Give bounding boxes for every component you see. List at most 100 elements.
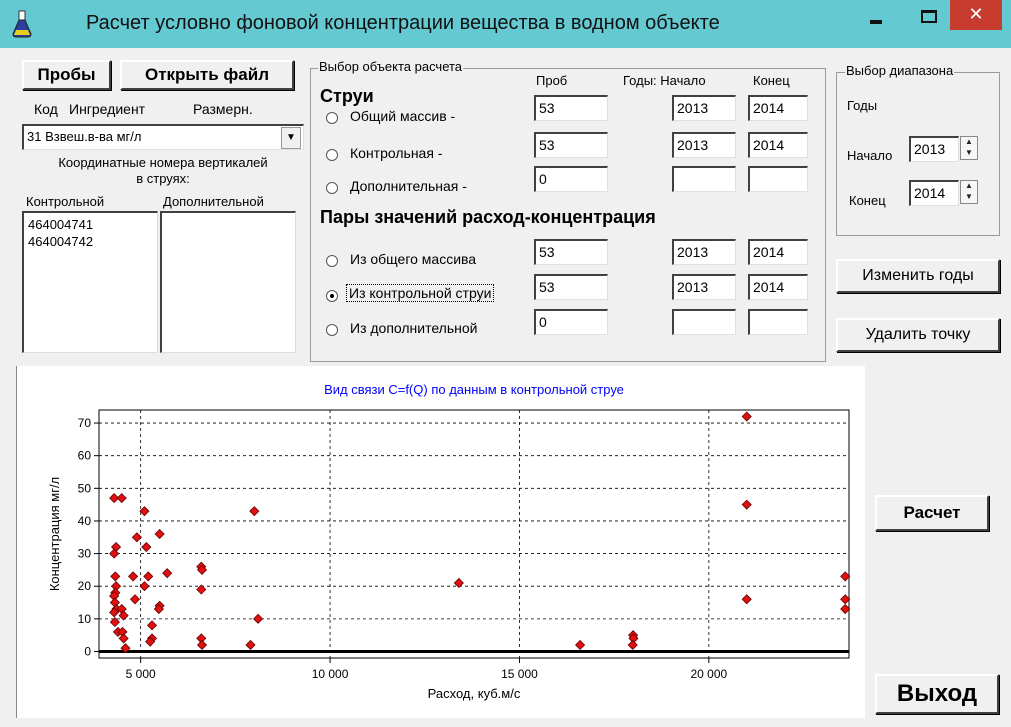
- samples-field-common[interactable]: 53: [534, 95, 608, 121]
- data-point: [129, 594, 141, 605]
- maximize-button[interactable]: [914, 6, 942, 34]
- x-tick-label: 20 000: [690, 667, 727, 681]
- data-point: [109, 493, 120, 504]
- change-years-button[interactable]: Изменить годы: [836, 259, 1000, 293]
- data-point: [453, 577, 464, 589]
- radio-common-array-label: Общий массив -: [350, 108, 456, 124]
- title-bar: Расчет условно фоновой концентрации веще…: [0, 0, 1011, 48]
- range-end-label: Конец: [849, 193, 886, 208]
- end-field-control[interactable]: 2014: [748, 132, 808, 158]
- calc-object-group: [310, 68, 826, 362]
- ingredient-select[interactable]: 31 Взвеш.в-ва мг/л ▼: [22, 124, 304, 150]
- range-start-spinner[interactable]: ▲ ▼: [960, 136, 978, 160]
- end-field-from-control[interactable]: 2014: [748, 274, 808, 300]
- list-item[interactable]: 464004741: [28, 217, 94, 232]
- start-field-control[interactable]: 2013: [672, 132, 736, 158]
- data-point: [840, 571, 851, 582]
- spin-down-icon[interactable]: ▼: [965, 192, 973, 201]
- calc-object-group-title: Выбор объекта расчета: [318, 59, 464, 74]
- spin-up-icon[interactable]: ▲: [965, 181, 973, 190]
- data-point: [109, 617, 120, 628]
- samples-button[interactable]: Пробы: [22, 60, 111, 90]
- chart-title: Вид связи C=f(Q) по данным в контрольной…: [324, 382, 624, 397]
- data-point: [139, 581, 150, 592]
- samples-field-control[interactable]: 53: [534, 132, 608, 158]
- data-point: [840, 594, 851, 605]
- data-point: [249, 506, 260, 517]
- data-point: [253, 613, 264, 624]
- end-field-from-common[interactable]: 2014: [748, 239, 808, 265]
- data-point: [741, 499, 752, 510]
- range-start-label: Начало: [847, 148, 893, 163]
- x-tick-label: 10 000: [312, 667, 349, 681]
- start-field-from-additional[interactable]: [672, 309, 736, 335]
- data-point: [196, 564, 208, 575]
- range-end-field[interactable]: 2014: [909, 180, 959, 206]
- data-point: [146, 620, 158, 631]
- start-field-from-common[interactable]: 2013: [672, 239, 736, 265]
- ingredient-code-header: Код: [34, 101, 58, 117]
- chevron-down-icon[interactable]: ▼: [281, 127, 301, 149]
- y-tick-label: 20: [78, 579, 92, 593]
- data-point: [110, 571, 121, 582]
- data-point: [154, 528, 165, 540]
- flask-icon: [12, 10, 32, 38]
- range-years-label: Годы: [847, 98, 878, 113]
- open-file-button[interactable]: Открыть файл: [120, 60, 294, 90]
- data-point: [116, 493, 127, 504]
- y-tick-label: 40: [78, 514, 92, 528]
- samples-field-from-control[interactable]: 53: [534, 274, 608, 300]
- data-point: [245, 639, 256, 651]
- data-point: [627, 639, 638, 651]
- spin-down-icon[interactable]: ▼: [965, 148, 973, 157]
- radio-common-array[interactable]: [326, 112, 338, 124]
- y-tick-label: 10: [78, 612, 92, 626]
- start-field-additional[interactable]: [672, 166, 736, 192]
- window-title: Расчет условно фоновой концентрации веще…: [86, 12, 720, 34]
- ingredient-selected-value: 31 Взвеш.в-ва мг/л: [27, 129, 142, 144]
- samples-field-from-additional[interactable]: 0: [534, 309, 608, 335]
- start-field-from-control[interactable]: 2013: [672, 274, 736, 300]
- radio-additional[interactable]: [326, 182, 338, 194]
- additional-column-header: Дополнительной: [163, 194, 264, 209]
- data-point: [153, 603, 164, 615]
- radio-from-common[interactable]: [326, 255, 338, 267]
- radio-from-additional-label: Из дополнительной: [350, 320, 478, 336]
- end-field-from-additional[interactable]: [748, 309, 808, 335]
- radio-from-additional[interactable]: [326, 324, 338, 336]
- start-field-common[interactable]: 2013: [672, 95, 736, 121]
- samples-field-from-common[interactable]: 53: [534, 239, 608, 265]
- chart-panel: Вид связи C=f(Q) по данным в контрольной…: [16, 366, 865, 718]
- data-point: [128, 571, 139, 582]
- jets-heading: Струи: [320, 86, 374, 106]
- close-button[interactable]: ✕: [950, 0, 1002, 30]
- ingredient-name-header: Ингредиент: [69, 101, 146, 117]
- radio-control-label: Контрольная -: [350, 145, 443, 161]
- delete-point-button[interactable]: Удалить точку: [836, 318, 1000, 352]
- exit-button[interactable]: Выход: [875, 674, 999, 714]
- radio-from-control[interactable]: [326, 290, 338, 302]
- control-verticals-list[interactable]: 464004741 464004742: [22, 211, 158, 353]
- radio-control[interactable]: [326, 149, 338, 161]
- x-axis-label: Расход, куб.м/с: [428, 686, 521, 701]
- samples-field-additional[interactable]: 0: [534, 166, 608, 192]
- data-point: [574, 639, 586, 651]
- end-field-additional[interactable]: [748, 166, 808, 192]
- range-start-field[interactable]: 2013: [909, 136, 959, 162]
- y-tick-label: 0: [84, 644, 91, 658]
- end-field-common[interactable]: 2014: [748, 95, 808, 121]
- radio-additional-label: Дополнительная -: [350, 178, 467, 194]
- range-end-spinner[interactable]: ▲ ▼: [960, 180, 978, 204]
- data-point: [196, 584, 207, 595]
- additional-verticals-list[interactable]: [160, 211, 296, 353]
- spin-up-icon[interactable]: ▲: [965, 137, 973, 146]
- minimize-button[interactable]: [862, 6, 890, 34]
- verticals-caption-line2: в струях:: [136, 171, 190, 186]
- data-point: [120, 643, 131, 654]
- data-point: [118, 633, 129, 644]
- data-point: [162, 568, 173, 579]
- data-point: [741, 411, 752, 422]
- list-item[interactable]: 464004742: [28, 234, 94, 249]
- calculate-button[interactable]: Расчет: [875, 495, 989, 531]
- y-axis-label: Концентрация мг/л: [47, 477, 62, 591]
